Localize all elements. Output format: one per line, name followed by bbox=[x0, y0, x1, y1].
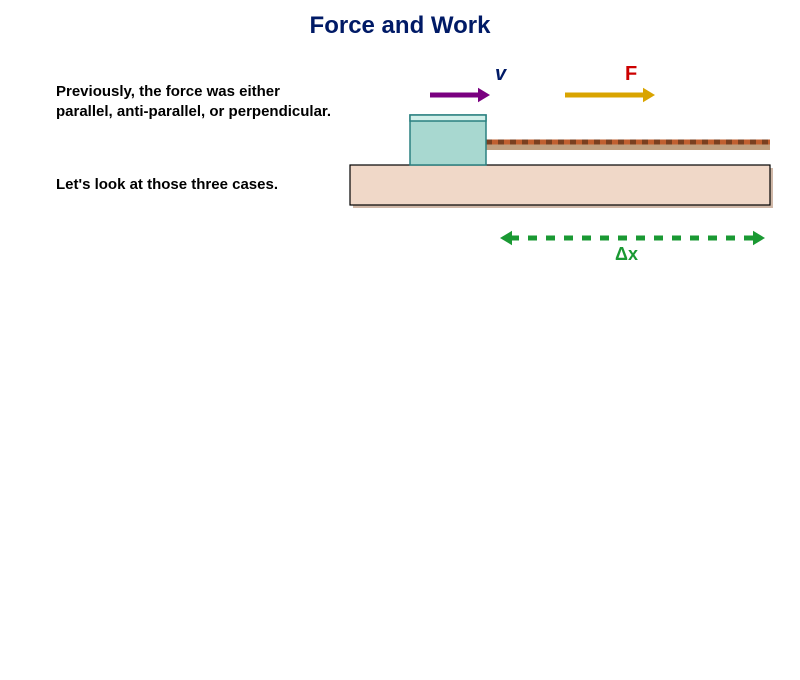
svg-text:Δx: Δx bbox=[615, 244, 638, 264]
svg-text:v: v bbox=[495, 63, 508, 85]
content-area: Previously, the force was either paralle… bbox=[0, 40, 800, 670]
svg-text:F: F bbox=[625, 63, 637, 85]
intro-paragraph-1: Previously, the force was either paralle… bbox=[56, 82, 336, 123]
force-diagram: v F Δx bbox=[350, 60, 780, 270]
diagram-svg: v F Δx bbox=[350, 60, 780, 270]
intro-paragraph-2: Let's look at those three cases. bbox=[56, 175, 336, 195]
page-title: Force and Work bbox=[0, 0, 800, 40]
